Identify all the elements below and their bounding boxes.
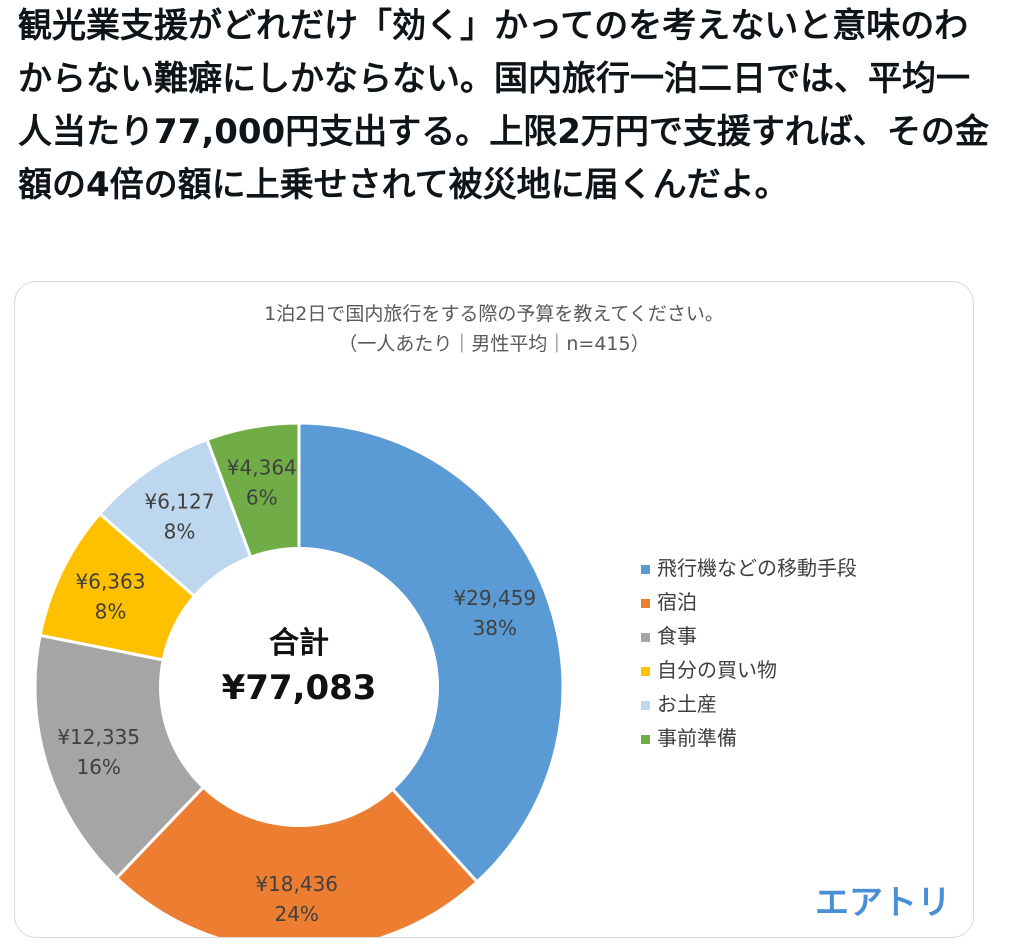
center-total-value: ¥77,083: [222, 668, 377, 708]
legend-label: 飛行機などの移動手段: [657, 556, 857, 580]
slice-percent-label: 6%: [246, 485, 278, 509]
legend-swatch: [641, 633, 650, 642]
legend-label: 食事: [657, 624, 697, 648]
slice-percent-label: 16%: [76, 755, 120, 779]
slice-value-label: ¥4,364: [227, 455, 297, 479]
slice-value-label: ¥29,459: [453, 586, 536, 610]
slice-percent-label: 38%: [473, 616, 517, 640]
legend-swatch: [641, 565, 650, 574]
airtrip-logo: エアトリ: [815, 883, 951, 923]
donut-hole: [159, 547, 439, 827]
legend-swatch: [641, 701, 650, 710]
chart-card: 1泊2日で国内旅行をする際の予算を教えてください。 （一人あたり｜男性平均｜n=…: [14, 281, 974, 938]
chart-subtitle: （一人あたり｜男性平均｜n=415）: [338, 333, 649, 355]
legend-label: 自分の買い物: [657, 658, 777, 682]
center-label: 合計: [269, 626, 329, 661]
slice-percent-label: 24%: [274, 902, 318, 926]
post-text: 観光業支援がどれだけ「効く」かってのを考えないと意味のわからない難癖にしかならな…: [18, 6, 989, 205]
legend-label: 事前準備: [657, 726, 737, 750]
legend-swatch: [641, 599, 650, 608]
slice-percent-label: 8%: [95, 600, 127, 624]
slice-value-label: ¥12,335: [57, 725, 140, 749]
slice-labels: ¥29,459 38% ¥18,436 24% ¥12,335 16% ¥6,363 8% ¥6…: [57, 455, 536, 926]
slice-value-label: ¥6,363: [76, 570, 146, 594]
donut-chart: 1泊2日で国内旅行をする際の予算を教えてください。 （一人あたり｜男性平均｜n=…: [33, 303, 951, 937]
slice-percent-label: 8%: [164, 519, 196, 543]
legend-label: 宿泊: [657, 590, 697, 614]
slice-value-label: ¥18,436: [255, 872, 338, 896]
legend-swatch: [641, 735, 650, 744]
slice-value-label: ¥6,127: [145, 489, 215, 513]
legend-label: お土産: [657, 692, 717, 716]
chart-title: 1泊2日で国内旅行をする際の予算を教えてください。: [264, 303, 724, 325]
legend-swatch: [641, 667, 650, 676]
